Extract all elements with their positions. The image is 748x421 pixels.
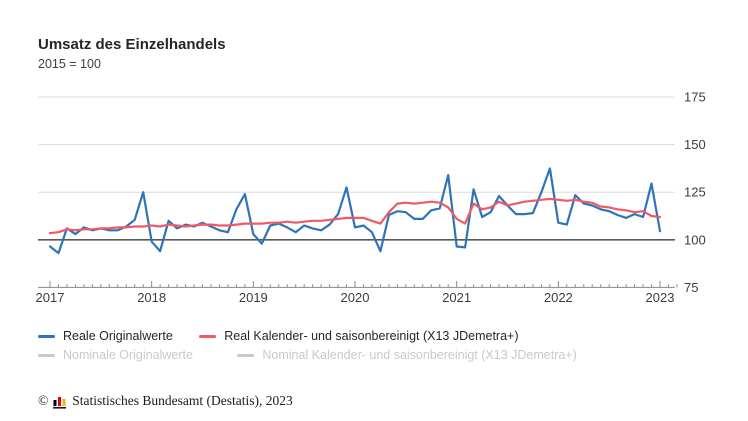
legend-label: Nominale Originalwerte	[63, 348, 193, 363]
legend-item-reale-originalwerte[interactable]: Reale Originalwerte	[38, 327, 173, 346]
legend-item-nominale-originalwerte[interactable]: Nominale Originalwerte	[38, 346, 193, 365]
series-line-0	[48, 167, 662, 255]
legend-item-nominal-saisonbereinigt[interactable]: Nominal Kalender- und saisonbereinigt (X…	[237, 346, 577, 365]
copyright-symbol: ©	[38, 393, 49, 408]
legend-label: Nominal Kalender- und saisonbereinigt (X…	[262, 348, 577, 363]
x-axis-label: 2019	[239, 290, 268, 305]
y-axis-label: 150	[684, 137, 706, 152]
legend-label: Reale Originalwerte	[63, 329, 173, 344]
series-line-1	[48, 197, 662, 235]
x-axis-label: 2020	[341, 290, 370, 305]
gray-line-swatch-icon	[38, 354, 55, 357]
x-axis-label: 2022	[544, 290, 573, 305]
chart-subtitle: 2015 = 100	[38, 57, 101, 71]
y-axis-label: 175	[684, 90, 706, 105]
y-axis-label: 125	[684, 185, 706, 200]
blue-line-swatch-icon	[38, 335, 55, 338]
red-line-swatch-icon	[199, 335, 217, 338]
gray-line-swatch-icon	[237, 354, 255, 357]
retail-turnover-line-chart: 75 100 125 150 175 2017 2018 2019 2020 2021 2022 20…	[36, 90, 706, 306]
destatis-logo-icon	[53, 396, 67, 409]
source-note: © Statistisches Bundesamt (Destatis), 20…	[38, 393, 293, 409]
chart-legend: Reale Originalwerte Real Kalender- und s…	[38, 324, 718, 362]
legend-row-inactive: Nominale Originalwerte Nominal Kalender-…	[38, 343, 718, 362]
legend-item-real-saisonbereinigt[interactable]: Real Kalender- und saisonbereinigt (X13 …	[199, 327, 519, 346]
x-axis-label: 2017	[36, 290, 65, 305]
legend-row-active: Reale Originalwerte Real Kalender- und s…	[38, 324, 718, 343]
source-text: Statistisches Bundesamt (Destatis), 2023	[72, 393, 293, 408]
legend-label: Real Kalender- und saisonbereinigt (X13 …	[224, 329, 519, 344]
y-axis-label: 75	[684, 280, 698, 295]
x-axis-label: 2021	[442, 290, 471, 305]
x-axis-label: 2018	[137, 290, 166, 305]
chart-title: Umsatz des Einzelhandels	[38, 36, 226, 53]
x-axis-label: 2023	[646, 290, 675, 305]
y-axis-label: 100	[684, 232, 706, 247]
